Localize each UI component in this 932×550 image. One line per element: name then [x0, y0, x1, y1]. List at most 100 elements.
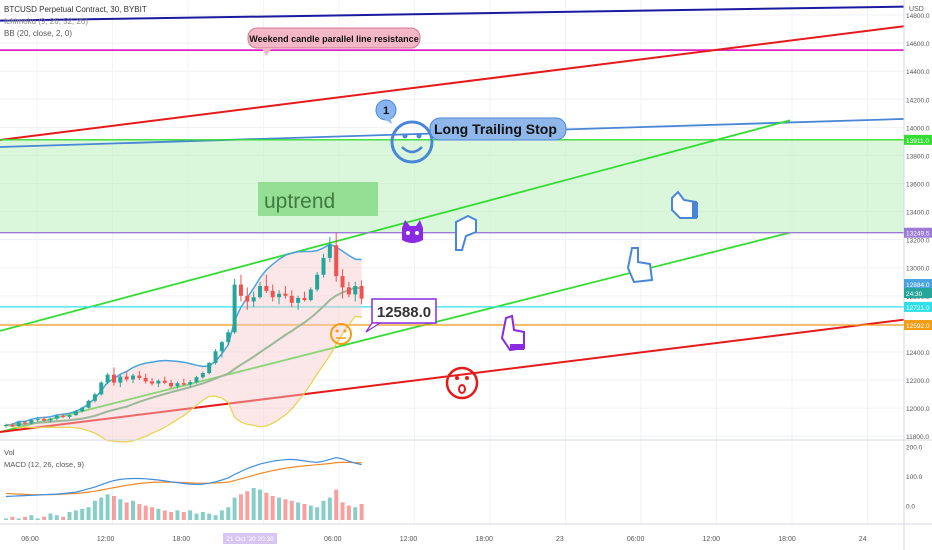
resistance-callout-bubble[interactable] [247, 27, 421, 49]
price-tick-label: 12200.0 [906, 378, 930, 385]
time-tick-label: 06:00 [21, 536, 39, 543]
candle-body [162, 380, 167, 383]
pointing-down-hand-icon[interactable] [455, 214, 477, 251]
time-tick-label: 06:00 [324, 536, 342, 543]
price-level-badge[interactable] [904, 279, 932, 290]
candle-body [105, 374, 110, 383]
volume-bar [80, 508, 85, 520]
time-tick-label: 12:00 [703, 536, 721, 543]
candle-body [99, 382, 104, 395]
vol-legend[interactable]: Vol [4, 448, 15, 457]
time-highlight-badge[interactable] [223, 533, 277, 544]
marker-number-pointer [384, 117, 392, 124]
time-axis[interactable] [0, 524, 904, 550]
candle-body [48, 418, 53, 421]
time-tick-label: 06:00 [627, 536, 645, 543]
macd-line [5, 456, 362, 498]
time-tick-label: 12:00 [400, 536, 418, 543]
time-tick-label: 18:00 [475, 536, 493, 543]
ichimoku-legend[interactable]: Ichimoku (9, 26, 52, 26) [4, 17, 88, 26]
cat-face-icon[interactable] [402, 220, 423, 243]
macd-legend[interactable]: MACD (12, 26, close, 9) [4, 460, 85, 469]
volume-bar [67, 512, 72, 520]
candle-body [124, 376, 129, 380]
trend-line[interactable] [0, 25, 905, 141]
volume-bar [207, 513, 212, 520]
candle-body [42, 419, 47, 421]
volume-bar [302, 504, 307, 520]
indicator-pane[interactable] [0, 440, 904, 524]
bb-upper [5, 243, 362, 426]
candle-body [213, 351, 218, 363]
candle-body [277, 293, 282, 298]
price-tick-label: 13200.0 [906, 238, 930, 245]
price-tick-label: 13000.0 [906, 266, 930, 273]
price-level-badge[interactable] [904, 301, 932, 312]
volume-bar [4, 518, 8, 520]
price-callout-pointer [365, 322, 383, 333]
price-level-badge[interactable] [904, 134, 932, 145]
surprised-face-icon[interactable] [445, 366, 479, 400]
price-tick-label: 11800.0 [906, 434, 929, 441]
volume-bar [188, 510, 193, 520]
candle-body [302, 297, 307, 301]
candle-body [143, 377, 148, 382]
price-level-badge-label: 12721.0 [906, 305, 930, 312]
candle-body [219, 342, 224, 352]
price-tick-label: 13600.0 [906, 181, 930, 188]
trend-line[interactable] [0, 231, 791, 433]
price-tick-label: 14600.0 [906, 41, 930, 48]
macd-tick-label: 0.0 [906, 503, 915, 510]
neutral-face-icon[interactable] [330, 323, 352, 345]
volume-bar [270, 496, 275, 520]
price-tick-label: 14200.0 [906, 97, 930, 104]
pointing-up-hand-purple-icon[interactable] [500, 314, 525, 352]
volume-bar [150, 507, 155, 520]
volume-bar [10, 516, 15, 520]
symbol-title: BTCUSD Perpetual Contract, 30, BYBIT [4, 5, 147, 14]
price-level-badge-label: 24:30 [906, 291, 923, 298]
candle-body [111, 374, 116, 383]
candle-body [156, 380, 161, 384]
volume-bar [238, 494, 243, 520]
volume-bar [92, 500, 97, 520]
volume-bar [340, 502, 345, 520]
volume-bar [346, 505, 351, 520]
volume-bar [131, 500, 135, 520]
candle-body [289, 295, 294, 303]
price-callout-box[interactable] [371, 298, 437, 324]
trend-line[interactable] [0, 318, 905, 433]
smiley-face-icon[interactable] [390, 120, 434, 164]
price-tick-label: 13800.0 [906, 153, 930, 160]
price-level-badge[interactable] [904, 288, 932, 299]
price-axis[interactable] [904, 0, 932, 550]
volume-bar [359, 504, 364, 520]
pointing-up-hand-icon[interactable] [626, 247, 654, 284]
candle-body [73, 411, 78, 416]
macd-tick-label: 100.0 [906, 474, 923, 481]
volume-bar [86, 507, 91, 520]
price-level-badge[interactable] [904, 227, 932, 238]
price-level-badge[interactable] [904, 320, 932, 331]
thumbs-down-hand-icon[interactable] [671, 190, 698, 219]
trend-line[interactable] [0, 119, 791, 332]
bb-lower [5, 315, 362, 443]
candle-body [92, 394, 97, 401]
candle-body [258, 285, 262, 298]
candle-body [35, 419, 40, 421]
trend-line[interactable] [0, 5, 905, 22]
volume-bar [105, 494, 110, 520]
trailing-stop-bubble[interactable] [429, 117, 567, 141]
volume-bar [334, 489, 339, 520]
time-tick-label: 18:00 [778, 536, 796, 543]
volume-bar [251, 488, 256, 520]
volume-bar [48, 513, 53, 520]
uptrend-zone [0, 139, 904, 233]
volume-bar [73, 510, 78, 520]
time-tick-label: 24 [859, 536, 867, 543]
candle-body [353, 285, 358, 295]
time-axis-ticks: 06:0012:0018:002206:0012:0018:002306:001… [21, 533, 867, 544]
uptrend-label-box[interactable] [258, 182, 378, 216]
bb-legend[interactable]: BB (20, close, 2, 0) [4, 29, 72, 38]
